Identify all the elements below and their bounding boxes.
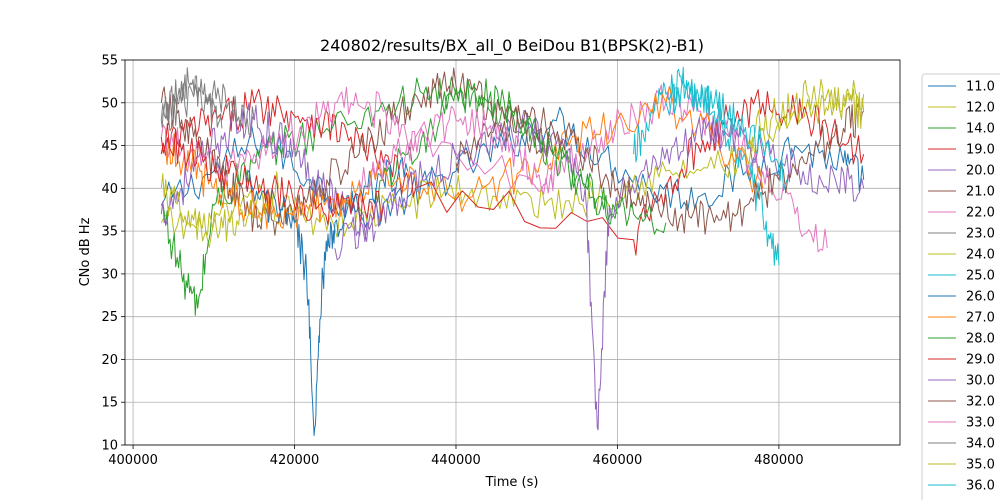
legend-label: 21.0 — [966, 185, 995, 200]
legend-label: 30.0 — [966, 374, 995, 389]
series-line-24.0 — [160, 171, 279, 242]
legend-label: 35.0 — [966, 458, 995, 473]
legend-label: 32.0 — [966, 395, 995, 410]
legend-label: 33.0 — [966, 416, 995, 431]
legend-label: 22.0 — [966, 206, 995, 221]
y-tick-label: 20 — [101, 353, 118, 368]
legend-label: 12.0 — [966, 101, 995, 116]
legend-label: 11.0 — [966, 80, 995, 95]
chart-title: 240802/results/BX_all_0 BeiDou B1(BPSK(2… — [320, 36, 704, 56]
y-tick-label: 30 — [101, 267, 118, 282]
legend-label: 25.0 — [966, 269, 995, 284]
legend-label: 29.0 — [966, 353, 995, 368]
legend-label: 27.0 — [966, 311, 995, 326]
y-tick-label: 35 — [101, 225, 118, 240]
y-axis: 10 15 20 25 30 35 40 45 50 55 — [101, 54, 125, 454]
legend-label: 34.0 — [966, 437, 995, 452]
y-tick-label: 10 — [101, 439, 118, 454]
series-line-30.0 — [334, 110, 865, 431]
legend-label: 28.0 — [966, 332, 995, 347]
series-line-32.0 — [455, 100, 865, 235]
x-axis-label: Time (s) — [485, 475, 539, 490]
series-line-27.0 — [164, 85, 764, 230]
axes-frame — [124, 59, 901, 446]
legend: 11.0 12.0 14.0 19.0 20.0 21.0 22.0 23.0 24.0 25.0… — [921, 73, 1000, 500]
series-line-29.0 — [160, 123, 384, 228]
x-tick-label: 420000 — [270, 453, 320, 468]
series-line-25.0 — [633, 66, 780, 266]
legend-label: 19.0 — [966, 143, 995, 158]
legend-label: 14.0 — [966, 122, 995, 137]
x-tick-label: 480000 — [754, 453, 804, 468]
y-tick-label: 15 — [101, 396, 118, 411]
legend-label: 23.0 — [966, 227, 995, 242]
series-line-21.0 — [160, 67, 554, 236]
y-tick-label: 25 — [101, 310, 118, 325]
y-tick-label: 55 — [101, 54, 118, 69]
y-tick-label: 45 — [101, 139, 118, 154]
x-tick-label: 400000 — [108, 453, 158, 468]
y-tick-label: 50 — [101, 96, 118, 111]
legend-label: 26.0 — [966, 290, 995, 305]
x-tick-label: 460000 — [593, 453, 643, 468]
y-axis-label: CNo dB Hz — [78, 217, 93, 286]
legend-frame — [921, 73, 1000, 500]
series-line-34.0 — [160, 67, 223, 129]
series-line-35.0 — [746, 78, 865, 152]
plot-area — [160, 66, 865, 436]
x-tick-label: 440000 — [431, 453, 481, 468]
legend-label: 20.0 — [966, 164, 995, 179]
x-axis: 400000 420000 440000 460000 480000 — [108, 445, 804, 468]
series-line-33.0 — [358, 105, 554, 195]
series-line-36.0 — [665, 78, 788, 192]
y-tick-label: 40 — [101, 182, 118, 197]
legend-label: 36.0 — [966, 479, 995, 494]
legend-label: 24.0 — [966, 248, 995, 263]
